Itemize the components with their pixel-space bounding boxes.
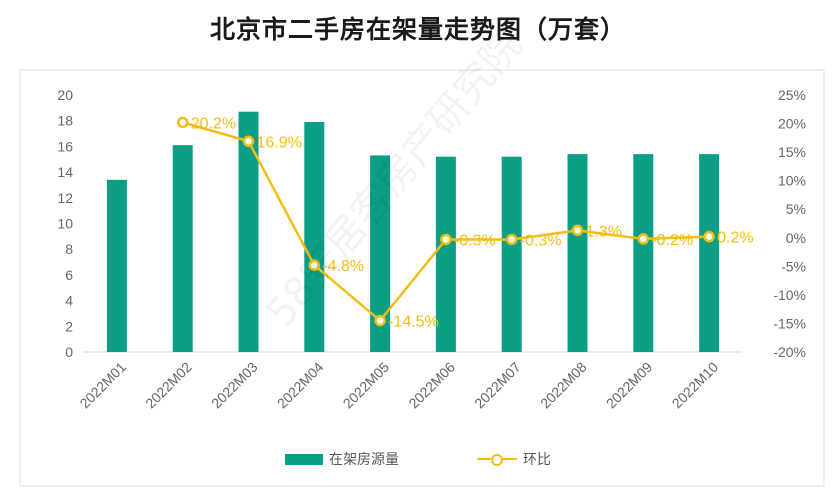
y-left-tick-label: 0: [65, 344, 73, 360]
line-point: [308, 259, 321, 271]
x-tick-label: 2022M06: [405, 359, 458, 412]
data-label: -0.3%: [520, 232, 562, 249]
chart-frame: [19, 69, 825, 487]
data-label: 16.9%: [257, 134, 302, 151]
y-left-tick-label: 2: [65, 318, 73, 334]
bar: [699, 154, 720, 352]
data-label: 20.2%: [191, 115, 236, 132]
y-left-tick-label: 8: [65, 241, 73, 257]
bar: [435, 156, 456, 352]
y-right-tick-label: 20%: [778, 116, 806, 132]
bar: [567, 154, 588, 352]
y-right-tick-label: -20%: [773, 344, 806, 360]
y-right-tick-label: -10%: [773, 287, 806, 303]
y-right-tick-label: 10%: [778, 173, 806, 189]
y-left-tick-label: 10: [57, 216, 73, 232]
data-label: -14.5%: [388, 314, 439, 331]
x-tick-label: 2022M07: [471, 359, 524, 412]
y-right-tick-label: 15%: [778, 144, 806, 160]
legend-swatch-bar: [285, 453, 323, 465]
x-tick-label: 2022M04: [274, 359, 327, 412]
bar: [238, 111, 259, 352]
legend-label-line: 环比: [523, 452, 551, 468]
legend-label-bar: 在架房源量: [329, 452, 399, 468]
data-label: -0.2%: [651, 232, 693, 249]
y-left-tick-label: 18: [57, 113, 73, 129]
bar: [370, 155, 391, 352]
y-left-tick-label: 12: [57, 190, 73, 206]
y-left-tick-label: 6: [65, 267, 73, 283]
x-tick-label: 2022M05: [340, 359, 393, 412]
y-right-tick-label: -5%: [781, 258, 806, 274]
data-label: -0.3%: [454, 232, 496, 249]
bar: [501, 156, 522, 352]
y-left-tick-label: 4: [65, 293, 73, 309]
bar: [633, 154, 654, 352]
data-label: -4.8%: [322, 258, 364, 275]
y-right-tick-label: -15%: [773, 315, 806, 331]
data-label: 0.2%: [717, 230, 753, 247]
line-point: [505, 233, 518, 246]
bar: [304, 121, 325, 352]
line-point: [571, 224, 584, 237]
line-point: [703, 230, 715, 243]
x-tick-label: 2022M09: [603, 359, 656, 412]
bar: [172, 145, 193, 352]
line-point: [176, 116, 189, 129]
x-tick-label: 2022M01: [76, 359, 129, 412]
line-point: [374, 314, 386, 327]
line-point: [242, 135, 255, 148]
x-tick-label: 2022M10: [669, 359, 722, 412]
x-tick-label: 2022M08: [537, 359, 590, 412]
y-right-tick-label: 25%: [778, 87, 806, 103]
legend: 在架房源量 环比: [0, 444, 836, 474]
line-point: [637, 233, 650, 245]
x-tick-label: 2022M02: [142, 359, 195, 412]
x-tick-label: 2022M03: [208, 359, 261, 412]
bar: [106, 179, 127, 352]
y-right-tick-label: 5%: [786, 201, 806, 217]
data-label: 1.3%: [586, 223, 622, 240]
legend-swatch-line: [477, 453, 517, 466]
legend-item-line: 环比: [477, 449, 551, 469]
line-point: [440, 233, 452, 246]
y-left-tick-label: 20: [57, 87, 73, 103]
y-right-tick-label: 0%: [786, 230, 806, 246]
y-left-tick-label: 16: [57, 138, 73, 154]
chart-title: 北京市二手房在架量走势图（万套）: [209, 15, 626, 44]
legend-item-bar: 在架房源量: [285, 449, 399, 469]
y-left-tick-label: 14: [57, 164, 73, 180]
